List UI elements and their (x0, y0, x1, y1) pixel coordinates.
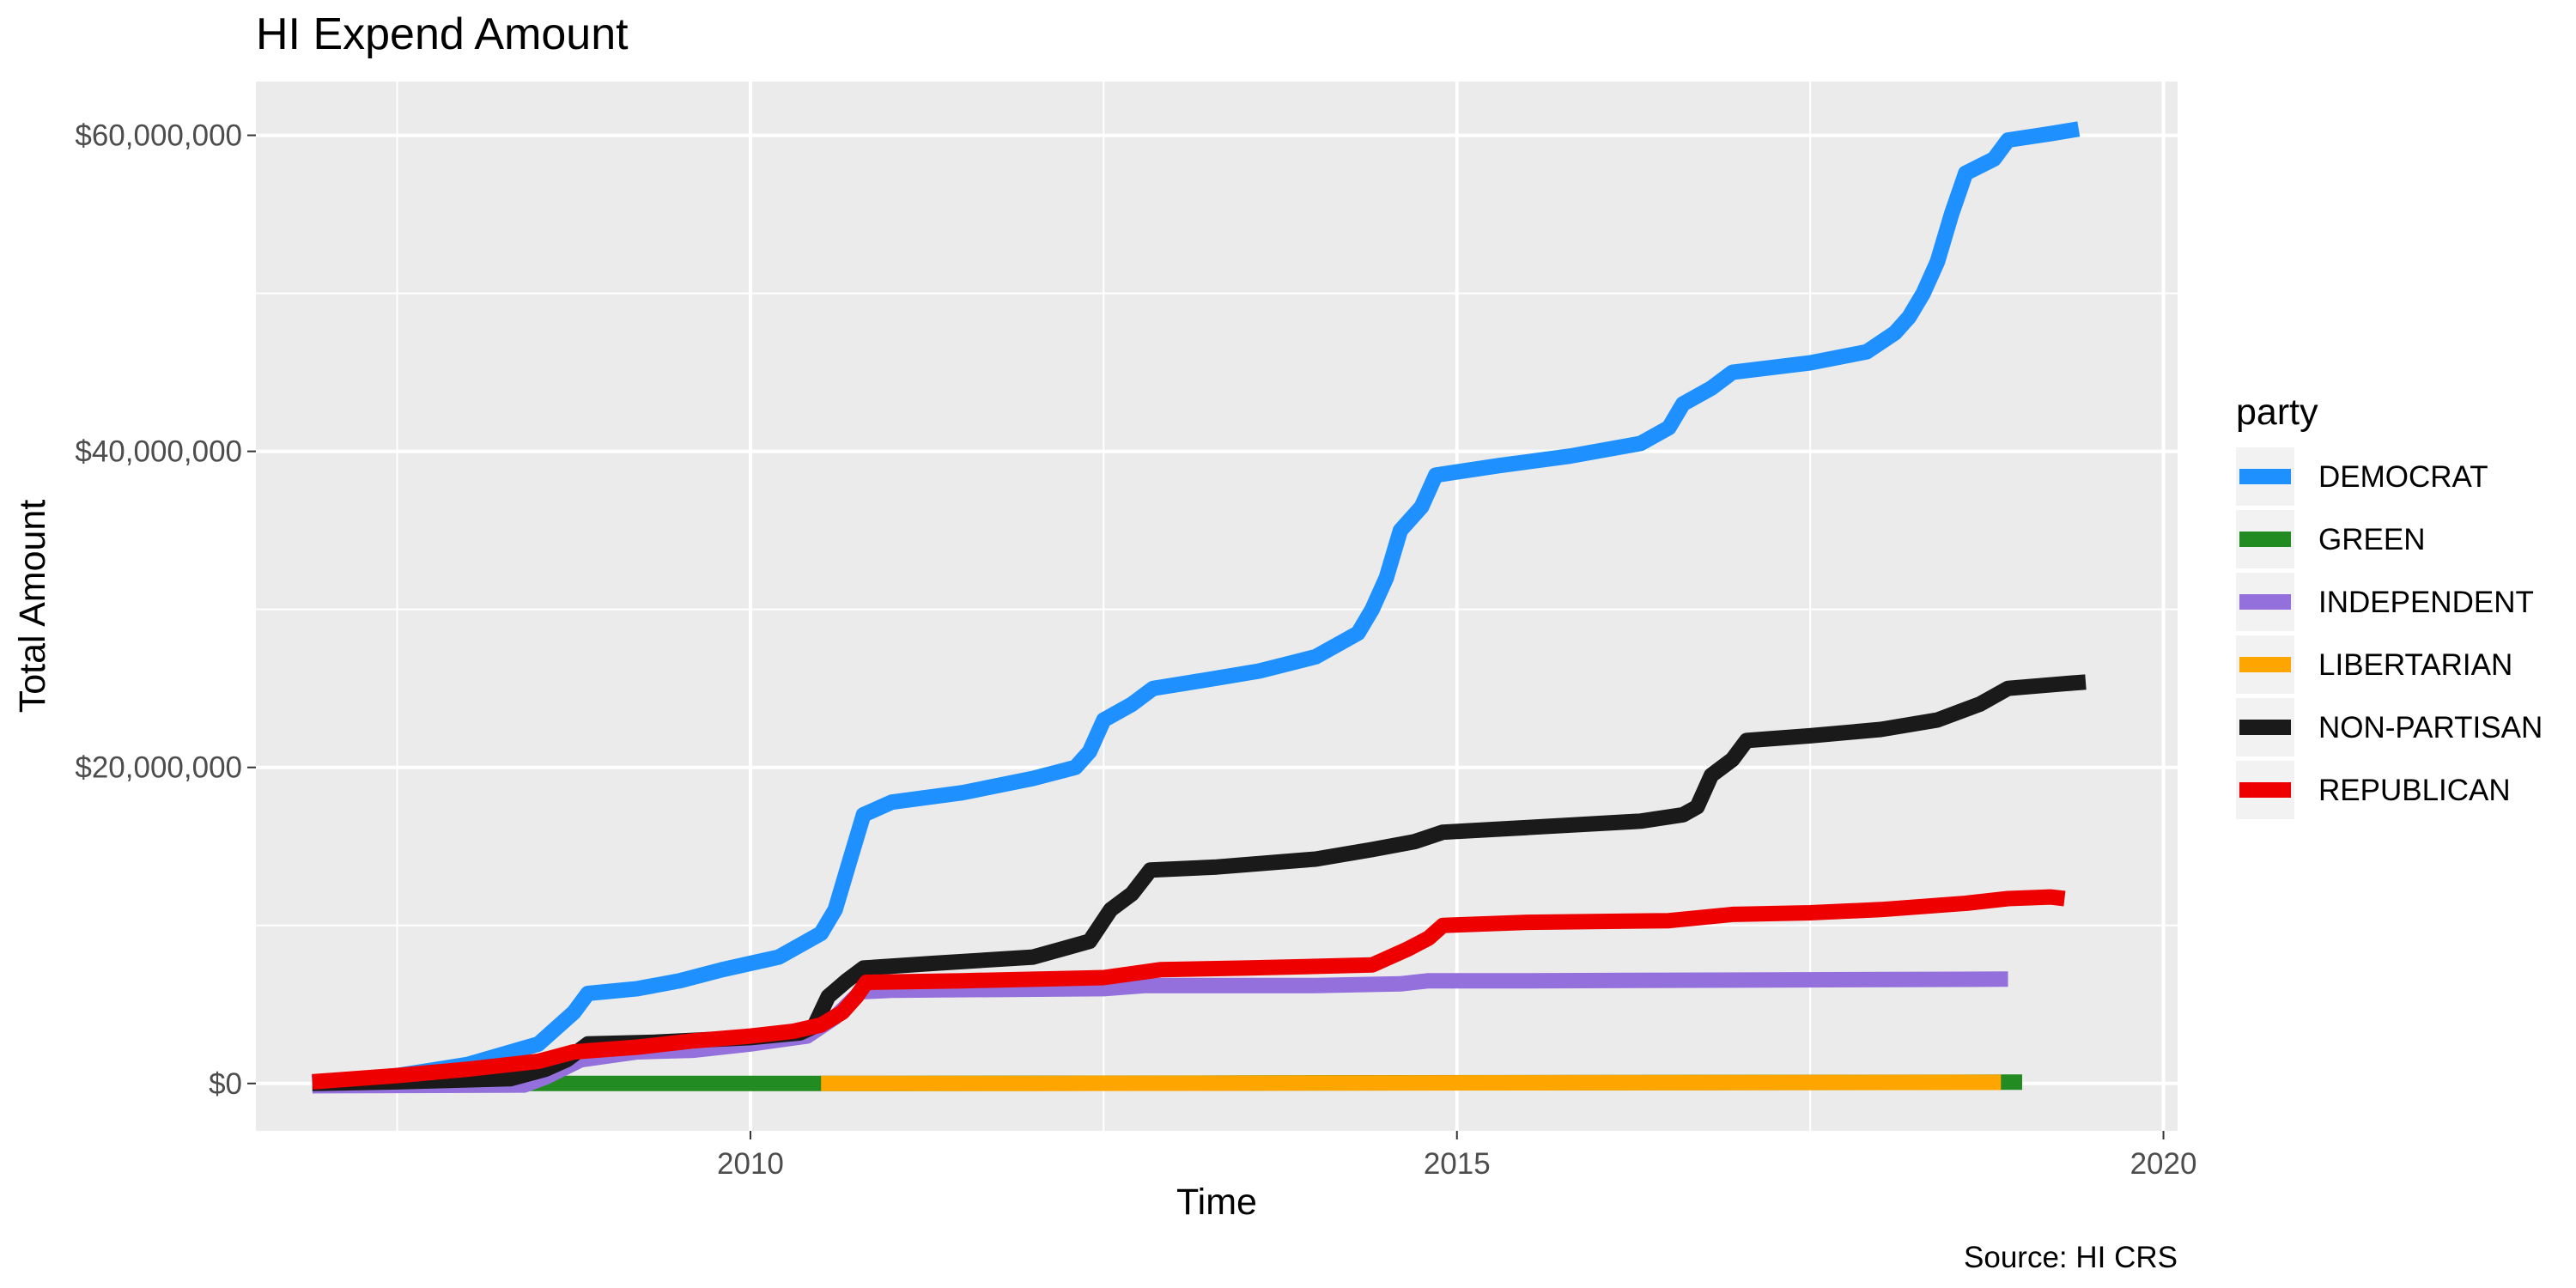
x-tick-label: 2010 (717, 1147, 784, 1181)
y-tick-label: $60,000,000 (75, 119, 242, 153)
legend-label: LIBERTARIAN (2318, 648, 2512, 682)
legend: party DEMOCRAT GREEN INDEPENDENT LIBERTARIA… (2236, 392, 2543, 819)
legend-label: NON-PARTISAN (2318, 711, 2543, 744)
legend-swatch-democrat (2239, 469, 2291, 484)
legend-swatch-non-partisan (2239, 720, 2291, 735)
x-axis-title: Time (1176, 1182, 1257, 1223)
y-tick-label: $40,000,000 (75, 435, 242, 469)
legend-label: GREEN (2318, 523, 2425, 556)
x-tick-label: 2020 (2130, 1147, 2197, 1181)
legend-label: REPUBLICAN (2318, 774, 2511, 807)
chart-caption: Source: HI CRS (1964, 1241, 2178, 1274)
legend-swatch-republican (2239, 782, 2291, 798)
legend-title: party (2236, 392, 2318, 433)
series-lines (311, 121, 2087, 1094)
series-line-republican (312, 889, 2066, 1090)
x-tick-label: 2015 (1424, 1147, 1491, 1181)
legend-swatch-libertarian (2239, 657, 2291, 672)
y-axis-title: Total Amount (12, 500, 53, 714)
y-tick-label: $0 (209, 1067, 242, 1101)
series-line-democrat (311, 121, 2081, 1091)
x-axis: 2010 2015 2020 (717, 1131, 2196, 1181)
plot-panel (256, 82, 2178, 1131)
y-tick-label: $20,000,000 (75, 751, 242, 785)
chart-title: HI Expend Amount (256, 9, 629, 59)
legend-label: INDEPENDENT (2318, 586, 2534, 619)
legend-swatch-independent (2239, 594, 2291, 610)
legend-label: DEMOCRAT (2318, 460, 2488, 494)
y-axis: $0 $20,000,000 $40,000,000 $60,000,000 (75, 119, 256, 1101)
series-line-libertarian (821, 1074, 2002, 1091)
legend-swatch-green (2239, 532, 2291, 547)
